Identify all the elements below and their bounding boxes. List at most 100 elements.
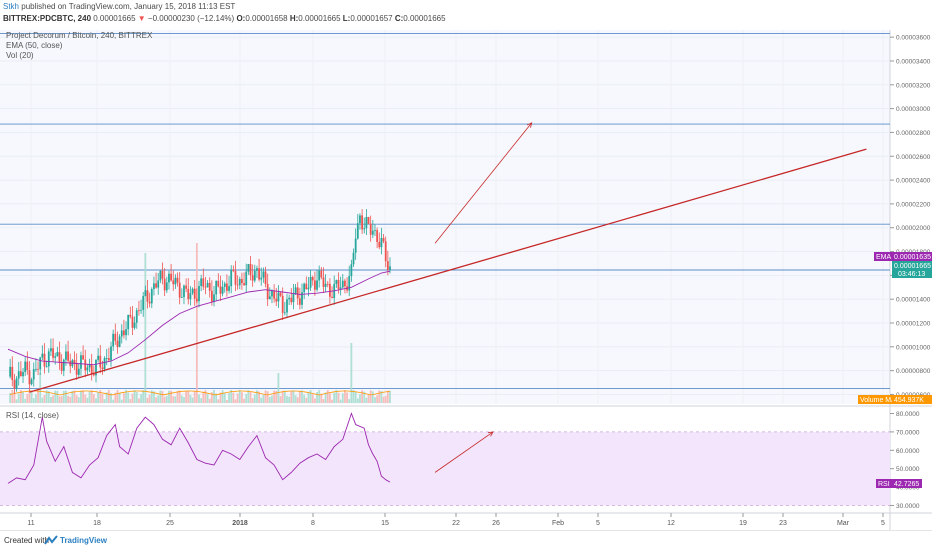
price-pane-background [0,30,890,404]
volume-bar [193,391,196,403]
volume-bar [296,397,299,403]
ema-legend[interactable]: EMA (50, close) [6,41,63,50]
candle-body [309,276,312,288]
volume-bar [43,394,46,403]
price-tick-label: 0.00003600 [896,35,931,42]
volume-bar [337,392,340,403]
candle-body [324,283,327,287]
candle-body [107,358,110,361]
price-tick-label: 0.00002800 [896,130,931,137]
candle-body [215,280,218,295]
volume-bar [275,390,278,403]
candle-body [258,268,260,280]
volume-bar [279,396,282,403]
arrow-shaft [434,431,494,473]
volume-bar [348,399,351,403]
volume-bar [213,390,215,403]
footer: Created with TradingView [0,530,932,551]
volume-bar [9,393,12,403]
candle-body [256,268,258,271]
volume-bar [277,373,280,403]
volume-bar [230,390,233,403]
volume-bar [17,393,20,403]
volume-bar [380,391,383,403]
high-label: H: [289,14,299,23]
volume-bar [384,395,387,403]
volume-bar [24,398,27,403]
candle-body [260,277,263,280]
candle-body [19,371,22,377]
volume-bar [294,395,297,403]
volume-bar [183,396,185,403]
chart-area[interactable]: 0.00003600 0.00003400 0.00003200 0.00003000… [0,28,932,530]
volume-bar [110,393,112,403]
candle-body [95,359,97,376]
volume-bar [324,392,327,403]
candle-body [183,285,185,298]
candle-body [352,252,355,265]
candle-body [213,294,215,302]
volume-bar [369,390,372,403]
candle-body [249,264,252,276]
time-tick-label: 8 [311,520,315,527]
candle-body [165,282,168,291]
candle-body [116,340,119,347]
candle-body [243,283,245,286]
volume-bar [82,390,85,403]
candle-body [30,379,33,385]
candle-body [283,312,286,314]
candle-body [9,366,12,377]
candle-body [155,283,157,288]
volume-legend[interactable]: Vol (20) [6,51,34,60]
volume-bar [288,396,291,403]
time-tick-label: 15 [381,520,389,527]
candle-body [348,276,351,291]
price-tick-label: 0.00003200 [896,82,931,89]
volume-bar [150,390,153,403]
candle-body [60,362,63,371]
volume-bar [232,392,235,403]
candle-body [219,286,222,294]
candle-body [217,280,220,287]
chart-title-legend[interactable]: Project Decorum / Bitcoin, 240, BITTREX [6,31,153,40]
candle-body [122,330,125,336]
candle-body [208,282,211,291]
time-tick-label: 5 [596,520,600,527]
candle-body [148,301,151,304]
candle-body [341,280,344,288]
candle-body [389,266,391,271]
low-label: L: [342,14,351,23]
candle-body [374,230,376,231]
volume-bar [39,373,42,403]
projection-arrow[interactable] [434,122,533,244]
candle-body [129,314,132,317]
volume-bar [129,399,132,403]
horizontal-levels[interactable] [0,33,890,389]
candle-body [32,369,35,380]
candle-body [41,353,44,358]
trend-line[interactable] [29,148,867,393]
price-tick-label: 0.00001000 [896,344,931,351]
rsi-band [0,431,890,506]
candle-body [210,290,213,302]
volume-bar [191,397,194,403]
candle-body [326,283,329,285]
candle-body [22,372,24,377]
tradingview-brand-link[interactable]: TradingView [60,536,107,545]
volume-bar [329,393,331,403]
change-arrow-icon: ▼ [137,14,146,23]
author-link[interactable]: Stkh [3,2,20,11]
candle-body [112,333,115,347]
candle-body [191,288,194,294]
publish-line: Stkh published on TradingView.com, Janua… [3,2,235,11]
volume-bar [11,390,14,403]
volume-bar [176,390,179,403]
candle-body [230,269,233,287]
rsi-projection-arrow[interactable] [434,431,494,473]
volume-bar [266,391,269,403]
candle-body [54,356,57,358]
volume-bar [352,390,355,403]
volume-bar [174,396,177,403]
rsi-badge-value: 42.7265 [894,481,919,488]
rsi-legend[interactable]: RSI (14, close) [6,411,59,420]
